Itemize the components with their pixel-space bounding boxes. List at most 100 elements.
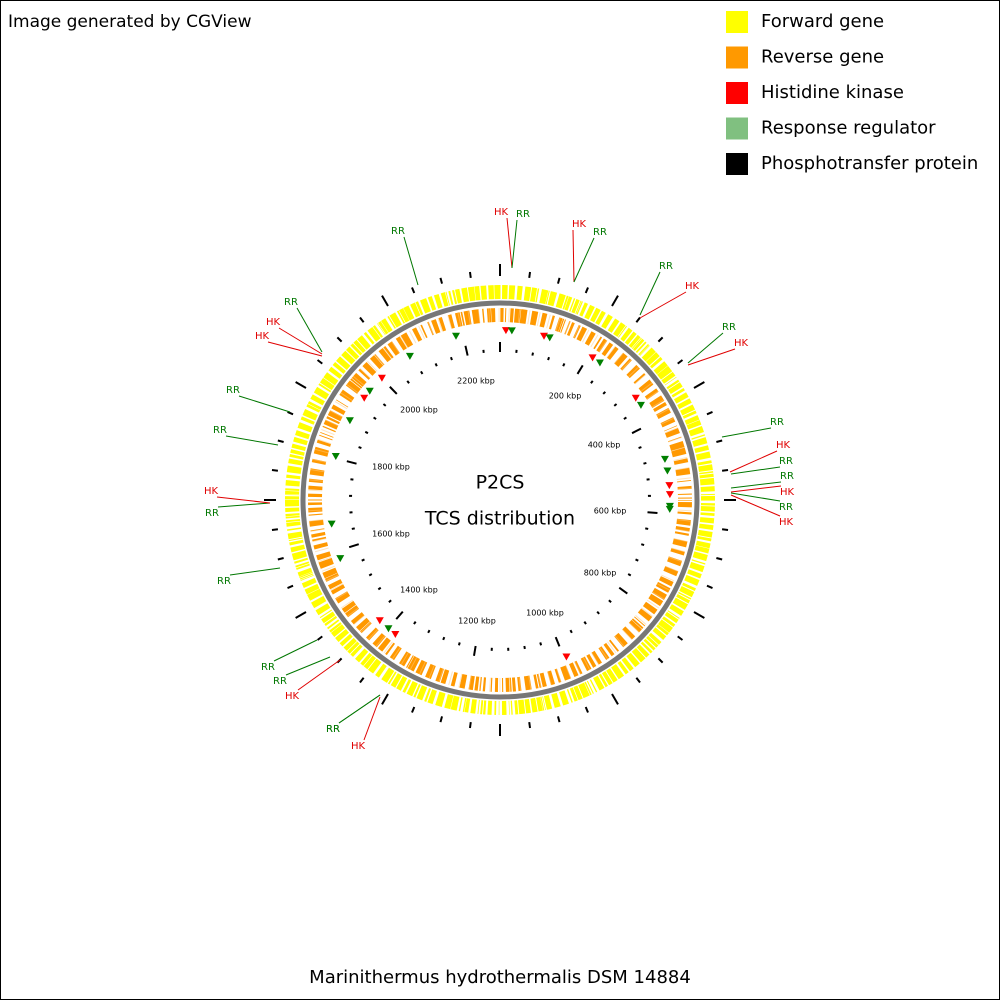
map: 200 kbp 400 kbp 600 kbp 800 kbp 1000 kbp 1200… [204, 207, 795, 752]
inner-tick [531, 352, 534, 356]
tcs-marker [331, 453, 340, 461]
inner-tick [364, 430, 369, 435]
feature-line [729, 450, 778, 473]
feature-line [285, 656, 331, 676]
feature-line [730, 494, 781, 517]
legend-swatch [726, 46, 748, 69]
inner-tick [427, 629, 431, 634]
feature-line [403, 236, 419, 286]
outer-tick [277, 439, 284, 443]
feature-line [730, 485, 782, 493]
outer-tick [271, 468, 279, 472]
inner-tick [420, 370, 424, 375]
outer-tick [677, 359, 684, 365]
reverse-genes-light [308, 308, 692, 692]
inner-tick [613, 403, 618, 407]
legend-label: Phosphotransfer protein [761, 153, 978, 174]
outer-tick [316, 359, 323, 365]
feature-label: HK [572, 219, 587, 230]
outer-tick [287, 584, 294, 589]
feature-line [730, 492, 781, 502]
feature-label: HK [266, 317, 281, 328]
inner-tick [473, 645, 477, 657]
feature-label: RR [770, 417, 784, 428]
tcs-marker [391, 630, 400, 638]
tick-label: 1200 kbp [458, 617, 496, 626]
feature-label: HK [776, 440, 791, 451]
tcs-marker [665, 491, 674, 499]
feature-label: RR [780, 471, 794, 482]
tcs-marker [501, 327, 510, 335]
feature-line [572, 229, 575, 283]
inner-tick [602, 391, 607, 395]
tcs-marker [377, 374, 386, 382]
feature-label: HK [780, 487, 795, 498]
outer-tick [611, 693, 619, 705]
inner-tick [647, 511, 658, 515]
outer-tick [528, 271, 532, 279]
inner-tick [623, 416, 627, 420]
tcs-marker [336, 555, 345, 563]
feature-line [721, 427, 772, 438]
tick-label: 2000 kbp [400, 406, 438, 415]
outer-tick [716, 439, 723, 443]
outer-tick [359, 677, 365, 684]
feature-label: RR [593, 227, 607, 238]
feature-line [278, 327, 323, 355]
tcs-marker [562, 653, 571, 661]
outer-tick [411, 287, 416, 294]
outer-tick [584, 287, 589, 294]
outer-tick [635, 316, 641, 323]
feature-label: RR [779, 502, 793, 513]
feature-line [687, 332, 724, 364]
feature-label: HK [685, 281, 700, 292]
legend-label: Forward gene [761, 11, 884, 32]
inner-tick [608, 599, 612, 604]
legend: Forward gene Reverse gene Histidine kinase… [726, 11, 978, 175]
outer-tick [295, 611, 307, 619]
feature-label: HK [351, 741, 366, 752]
inner-tick [413, 621, 417, 625]
inner-tick [554, 636, 561, 647]
legend-swatch [726, 11, 748, 33]
outer-tick [557, 277, 561, 284]
inner-tick [382, 403, 387, 407]
feature-line [730, 466, 781, 475]
inner-tick [368, 573, 373, 577]
inner-tick [596, 610, 600, 615]
legend-label: Histidine kinase [761, 82, 904, 103]
inner-tick [590, 380, 594, 384]
backbone [300, 300, 700, 700]
inner-tick [576, 364, 584, 375]
header-title: Image generated by CGView [8, 12, 252, 32]
outer-tick [411, 706, 416, 713]
outer-tick [706, 411, 713, 416]
outer-tick [721, 528, 729, 532]
outer-tick [677, 635, 684, 641]
outer-tick [336, 336, 343, 343]
tcs-marker [595, 359, 604, 367]
feature-label: RR [261, 662, 275, 673]
legend-label: Response regulator [761, 118, 936, 139]
tcs-marker [405, 352, 414, 360]
inner-tick [464, 345, 469, 356]
outer-tick [381, 295, 389, 307]
feature-label: HK [494, 207, 509, 218]
center-subtitle: TCS distribution [424, 508, 575, 530]
outer-tick [528, 721, 532, 729]
feature-label: RR [213, 425, 227, 436]
feature-label: HK [255, 331, 270, 342]
inner-tick [645, 527, 649, 530]
tick-label: 1800 kbp [372, 463, 410, 472]
tcs-marker [636, 401, 645, 409]
inner-tick [539, 642, 543, 646]
outer-tick [611, 295, 619, 307]
outer-tick [295, 381, 307, 389]
footer: Marinithermus hydrothermalis DSM 14884 [309, 967, 691, 988]
feature-line [217, 502, 271, 508]
outer-tick [287, 411, 294, 416]
tcs-marker [365, 387, 374, 395]
feature-line [639, 291, 687, 319]
feature-label: RR [326, 724, 340, 735]
